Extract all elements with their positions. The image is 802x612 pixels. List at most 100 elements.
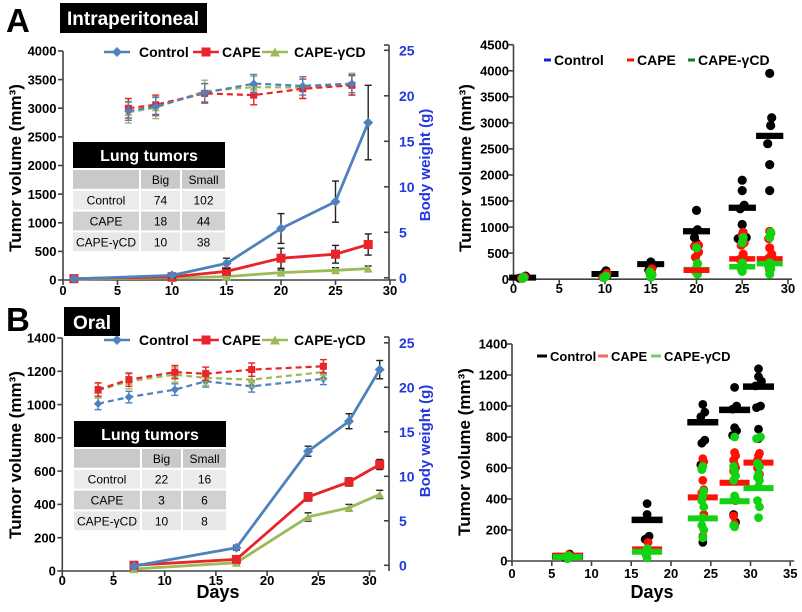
svg-text:2000: 2000 <box>28 158 57 173</box>
svg-text:600: 600 <box>486 461 508 476</box>
svg-text:10: 10 <box>157 573 171 588</box>
svg-text:0: 0 <box>399 270 407 286</box>
svg-text:1000: 1000 <box>480 220 509 235</box>
svg-text:10: 10 <box>165 283 179 298</box>
svg-text:44: 44 <box>197 215 211 229</box>
svg-text:200: 200 <box>34 530 56 545</box>
svg-text:CAPE-γCD: CAPE-γCD <box>294 44 366 60</box>
svg-text:500: 500 <box>35 244 57 259</box>
svg-text:400: 400 <box>486 492 508 507</box>
svg-text:25: 25 <box>735 281 749 296</box>
svg-text:0: 0 <box>49 564 56 579</box>
svg-text:B: B <box>6 301 30 338</box>
svg-text:Days: Days <box>630 582 673 602</box>
svg-text:15: 15 <box>219 283 233 298</box>
svg-text:4000: 4000 <box>28 44 57 59</box>
svg-text:Tumor volume (mm³): Tumor volume (mm³) <box>456 84 475 252</box>
svg-text:10: 10 <box>584 566 598 581</box>
svg-text:30: 30 <box>781 281 795 296</box>
svg-text:20: 20 <box>260 573 274 588</box>
svg-text:4500: 4500 <box>480 37 509 52</box>
svg-text:Days: Days <box>196 582 239 602</box>
svg-text:1200: 1200 <box>479 368 508 383</box>
svg-text:Control: Control <box>87 194 126 208</box>
svg-text:Tumor volume (mm³): Tumor volume (mm³) <box>6 371 25 539</box>
svg-text:CAPE-γCD: CAPE-γCD <box>76 235 136 249</box>
svg-text:Control: Control <box>139 44 189 60</box>
svg-text:600: 600 <box>34 464 56 479</box>
svg-text:Big: Big <box>153 452 170 466</box>
svg-text:CAPE-γCD: CAPE-γCD <box>294 332 366 348</box>
svg-text:35: 35 <box>783 566 797 581</box>
svg-text:1500: 1500 <box>480 194 509 209</box>
svg-text:20: 20 <box>689 281 703 296</box>
svg-text:15: 15 <box>644 281 658 296</box>
svg-text:Body weight (g): Body weight (g) <box>417 385 434 498</box>
svg-text:2000: 2000 <box>480 168 509 183</box>
svg-text:0: 0 <box>500 554 507 569</box>
svg-text:0: 0 <box>59 283 66 298</box>
svg-text:25: 25 <box>399 42 415 58</box>
svg-text:10: 10 <box>399 179 415 195</box>
svg-text:Control: Control <box>550 349 596 364</box>
svg-text:800: 800 <box>34 431 56 446</box>
svg-text:1400: 1400 <box>479 337 508 352</box>
svg-text:0: 0 <box>502 272 509 287</box>
svg-text:Small: Small <box>189 452 219 466</box>
svg-text:18: 18 <box>154 215 168 229</box>
svg-text:3: 3 <box>158 494 165 508</box>
svg-text:1000: 1000 <box>27 397 56 412</box>
svg-text:Small: Small <box>188 173 218 187</box>
svg-text:Lung tumors: Lung tumors <box>101 427 199 444</box>
svg-text:3000: 3000 <box>28 101 57 116</box>
svg-text:5: 5 <box>548 566 555 581</box>
svg-text:20: 20 <box>399 88 415 104</box>
svg-text:15: 15 <box>399 424 415 440</box>
svg-text:Tumor volume (mm³): Tumor volume (mm³) <box>455 368 474 536</box>
svg-text:Control: Control <box>554 52 604 68</box>
svg-text:16: 16 <box>198 473 212 487</box>
svg-text:20: 20 <box>399 379 415 395</box>
svg-text:3000: 3000 <box>480 116 509 131</box>
svg-text:CAPE: CAPE <box>222 332 261 348</box>
svg-text:0: 0 <box>49 273 56 288</box>
svg-text:1200: 1200 <box>27 364 56 379</box>
svg-text:74: 74 <box>154 194 168 208</box>
svg-text:6: 6 <box>201 494 208 508</box>
svg-text:102: 102 <box>193 194 213 208</box>
svg-text:Control: Control <box>88 473 127 487</box>
svg-text:20: 20 <box>664 566 678 581</box>
svg-text:Control: Control <box>139 332 189 348</box>
svg-text:15: 15 <box>399 133 415 149</box>
svg-text:2500: 2500 <box>28 130 57 145</box>
svg-text:10: 10 <box>598 281 612 296</box>
svg-text:10: 10 <box>399 468 415 484</box>
svg-text:CAPE: CAPE <box>91 494 124 508</box>
svg-text:5: 5 <box>399 224 407 240</box>
svg-text:CAPE-γCD: CAPE-γCD <box>698 52 770 68</box>
svg-text:4000: 4000 <box>480 63 509 78</box>
svg-text:200: 200 <box>486 523 508 538</box>
svg-text:22: 22 <box>155 473 169 487</box>
svg-text:Tumor volume (mm³): Tumor volume (mm³) <box>6 84 25 252</box>
svg-text:30: 30 <box>743 566 757 581</box>
svg-text:1000: 1000 <box>479 399 508 414</box>
svg-text:30: 30 <box>383 283 397 298</box>
svg-text:0: 0 <box>508 566 515 581</box>
svg-text:CAPE: CAPE <box>637 52 676 68</box>
svg-text:1500: 1500 <box>28 187 57 202</box>
svg-text:5: 5 <box>556 281 563 296</box>
svg-text:Body weight (g): Body weight (g) <box>417 109 434 222</box>
svg-text:5: 5 <box>114 283 121 298</box>
svg-text:1000: 1000 <box>28 215 57 230</box>
svg-text:A: A <box>6 2 30 39</box>
svg-text:1400: 1400 <box>27 331 56 346</box>
svg-text:CAPE: CAPE <box>611 349 647 364</box>
svg-text:8: 8 <box>201 514 208 528</box>
svg-text:800: 800 <box>486 430 508 445</box>
svg-text:CAPE-γCD: CAPE-γCD <box>664 349 730 364</box>
svg-text:Oral: Oral <box>73 313 111 334</box>
svg-text:400: 400 <box>34 497 56 512</box>
svg-text:25: 25 <box>328 283 342 298</box>
svg-text:30: 30 <box>362 573 376 588</box>
